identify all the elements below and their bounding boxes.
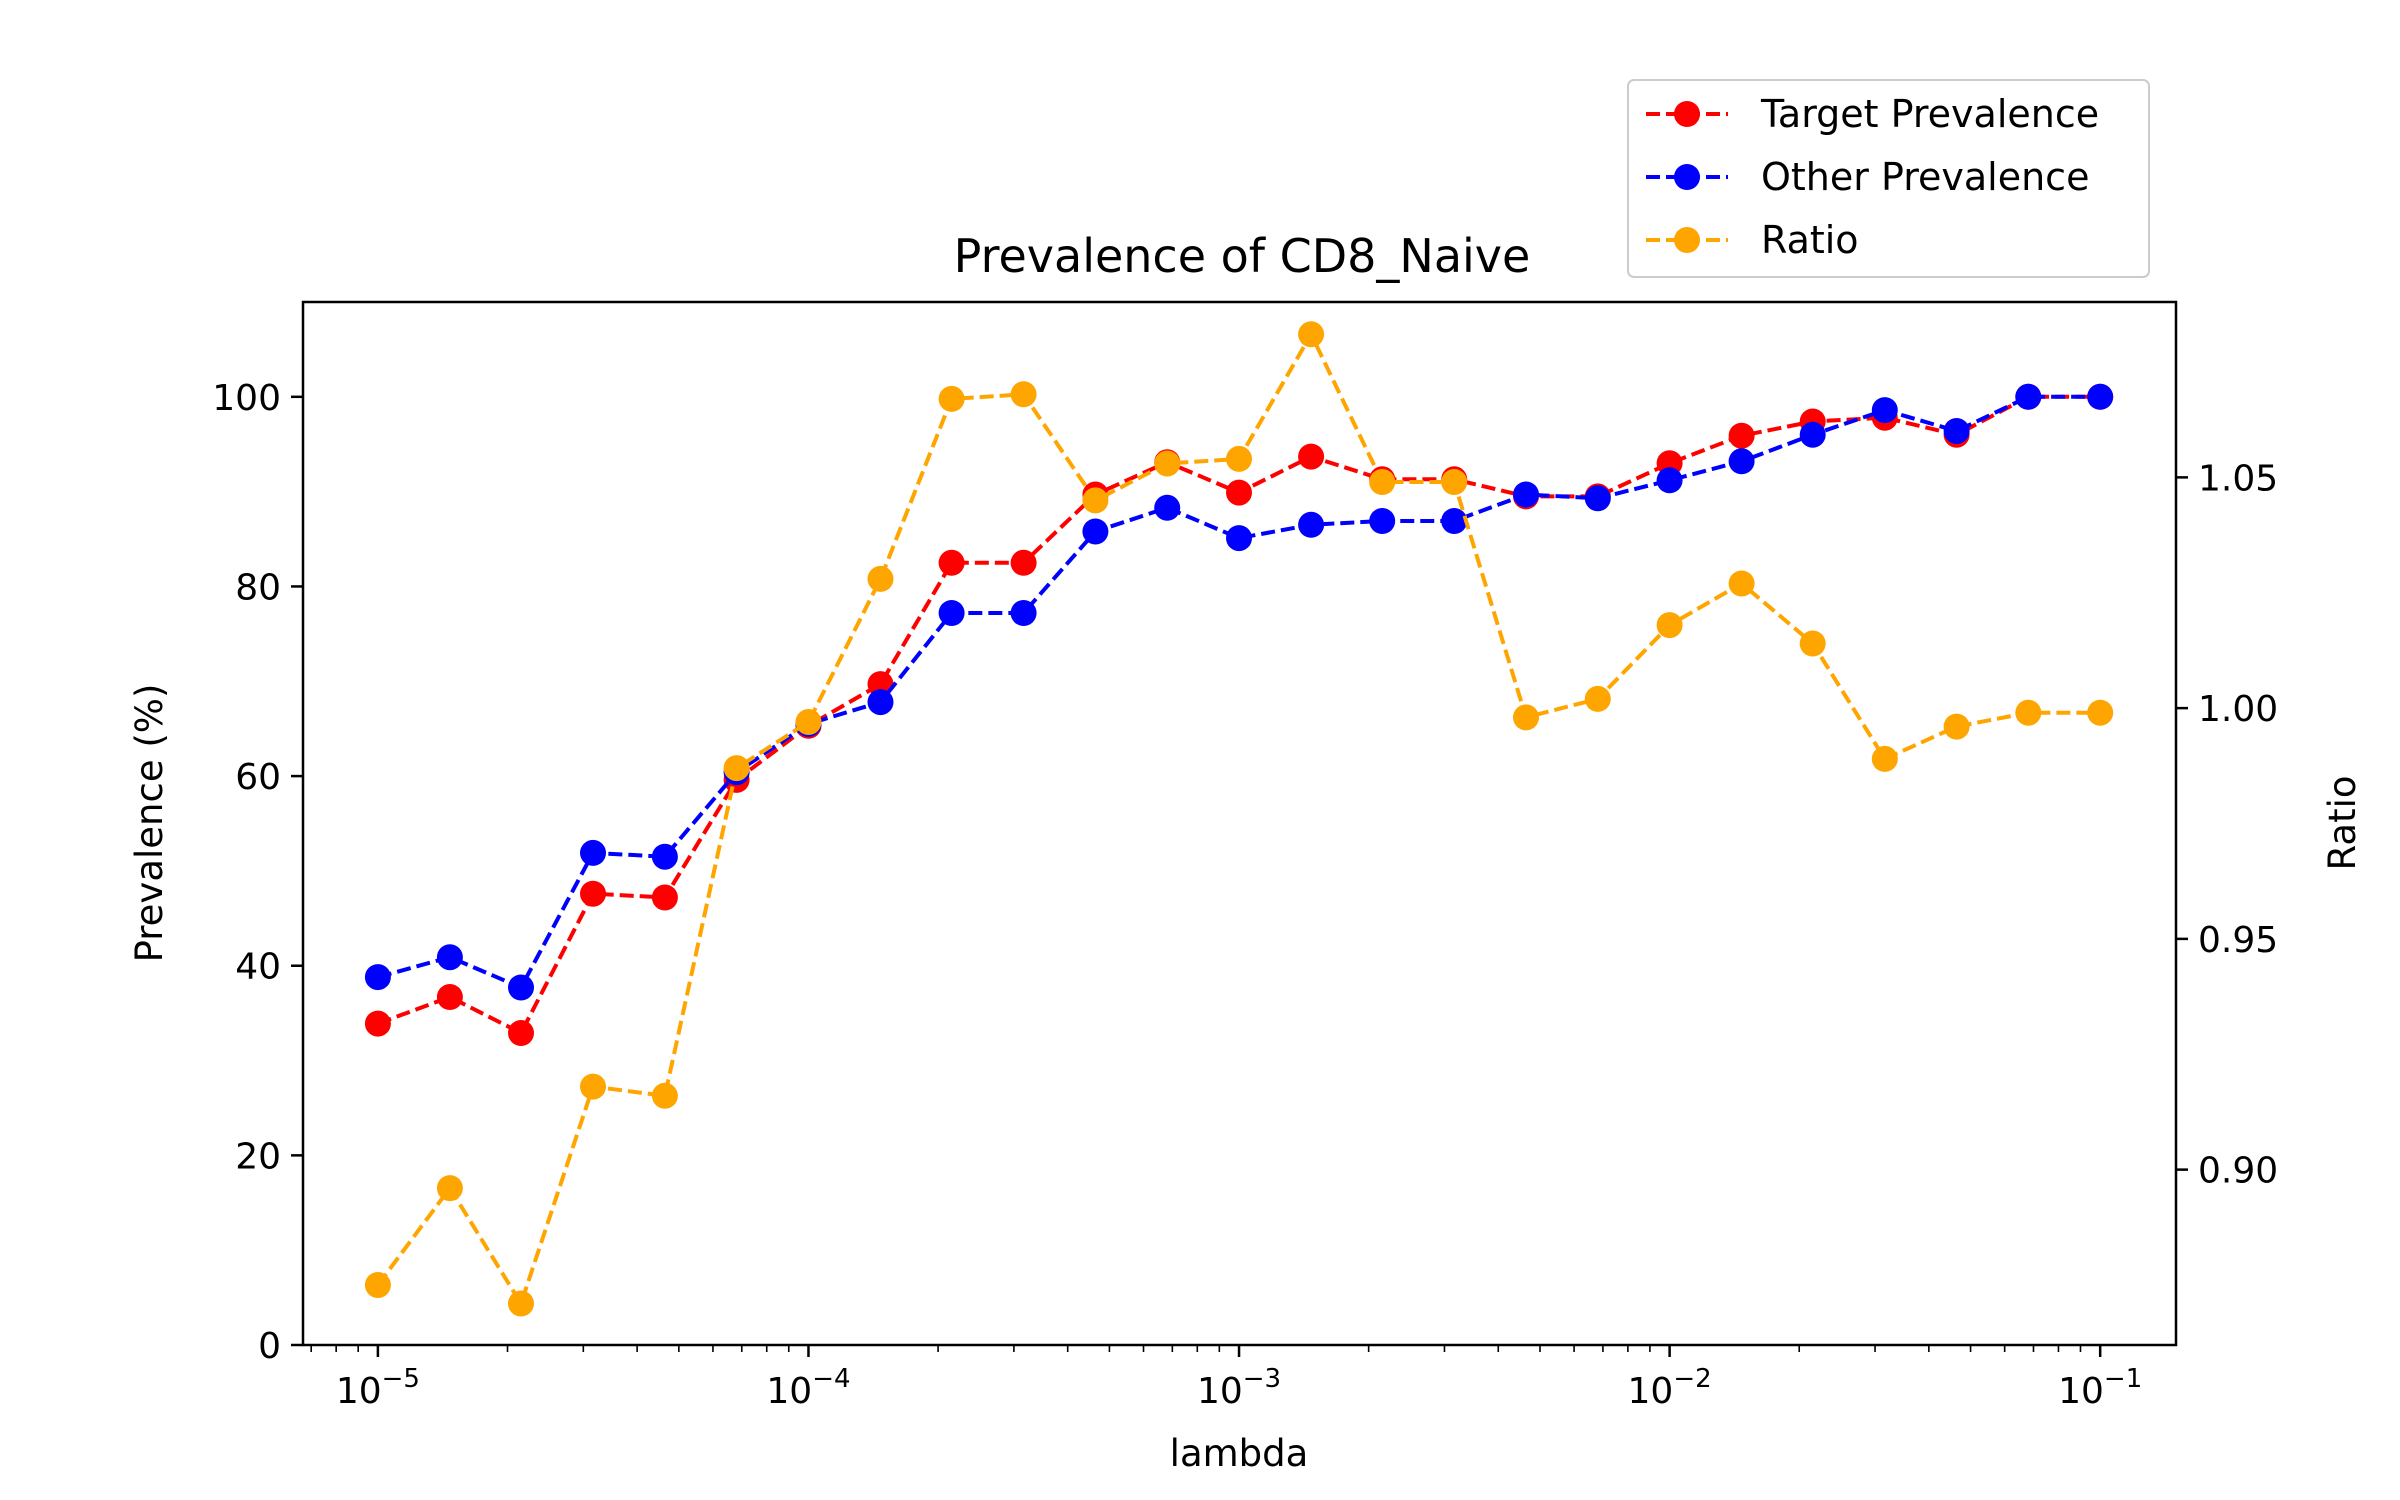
y2-tick-label: 1.00 xyxy=(2198,689,2278,730)
legend-entry-other-prevalence: Other Prevalence xyxy=(1646,155,2089,199)
series-other-prevalence xyxy=(364,383,2114,1001)
data-point-target-prevalence xyxy=(436,984,463,1010)
legend-entry-ratio: Ratio xyxy=(1646,218,1859,262)
data-point-ratio xyxy=(867,565,894,592)
data-point-ratio xyxy=(364,1272,391,1298)
data-point-target-prevalence xyxy=(508,1020,534,1046)
y2-tick-label: 1.05 xyxy=(2198,458,2278,499)
legend-marker-target xyxy=(1674,101,1700,127)
data-point-ratio xyxy=(723,755,750,782)
y2-tick-label: 0.95 xyxy=(2198,920,2278,961)
data-point-other-prevalence xyxy=(867,689,894,716)
data-point-ratio xyxy=(1728,570,1755,597)
data-point-ratio xyxy=(1226,445,1252,472)
legend-marker-other xyxy=(1674,164,1700,190)
data-point-target-prevalence xyxy=(580,880,606,907)
data-point-target-prevalence xyxy=(1298,443,1325,470)
legend-label-other: Other Prevalence xyxy=(1761,155,2089,199)
data-point-ratio xyxy=(1799,630,1826,657)
data-point-ratio xyxy=(1298,321,1325,348)
data-point-ratio xyxy=(1513,704,1539,731)
data-point-ratio xyxy=(1082,487,1109,514)
data-point-other-prevalence xyxy=(651,843,678,870)
data-point-other-prevalence xyxy=(1799,421,1826,448)
chart-title: Prevalence of CD8_Naive xyxy=(954,229,1531,283)
data-point-other-prevalence xyxy=(1513,481,1539,508)
legend-label-target: Target Prevalence xyxy=(1760,92,2099,136)
x-axis: 10−5 10−4 10−3 10−2 10−1 xyxy=(310,1345,2142,1412)
y-tick-label: 20 xyxy=(235,1136,281,1177)
y-tick-label: 100 xyxy=(212,378,281,419)
data-point-ratio xyxy=(2015,699,2042,726)
x-tick-label: 10−3 xyxy=(1197,1364,1281,1412)
legend-box xyxy=(1627,79,2150,278)
data-point-target-prevalence xyxy=(1010,549,1037,576)
data-point-other-prevalence xyxy=(938,600,965,626)
series-ratio xyxy=(364,321,2114,1317)
data-point-target-prevalence xyxy=(1728,422,1755,449)
data-point-other-prevalence xyxy=(1154,494,1181,521)
y2-axis-label: Ratio xyxy=(2321,776,2364,871)
legend-marker-ratio xyxy=(1674,227,1700,253)
data-point-ratio xyxy=(508,1290,534,1317)
legend-label-ratio: Ratio xyxy=(1761,218,1859,262)
y-tick-label: 60 xyxy=(235,757,281,798)
y-axis: 0 20 40 60 80 100 xyxy=(212,378,303,1367)
data-point-other-prevalence xyxy=(2015,383,2042,410)
data-point-other-prevalence xyxy=(1010,600,1037,626)
series-layer xyxy=(364,321,2114,1317)
x-axis-label: lambda xyxy=(1170,1432,1309,1475)
data-point-target-prevalence xyxy=(364,1010,391,1037)
data-point-other-prevalence xyxy=(508,974,534,1001)
data-point-other-prevalence xyxy=(1441,508,1468,534)
data-point-other-prevalence xyxy=(1082,518,1109,545)
y-tick-label: 40 xyxy=(235,947,281,988)
data-point-target-prevalence xyxy=(867,671,894,698)
data-point-ratio xyxy=(580,1073,606,1100)
data-point-ratio xyxy=(1871,745,1898,772)
x-tick-label: 10−5 xyxy=(336,1364,420,1412)
data-point-other-prevalence xyxy=(2087,383,2114,410)
x-tick-label: 10−2 xyxy=(1628,1364,1712,1412)
data-point-target-prevalence xyxy=(938,549,965,576)
data-point-other-prevalence xyxy=(1369,508,1396,534)
data-point-other-prevalence xyxy=(1226,525,1252,552)
data-point-ratio xyxy=(1943,713,1970,740)
data-point-other-prevalence xyxy=(580,839,606,866)
y-tick-label: 0 xyxy=(258,1326,281,1367)
data-point-target-prevalence xyxy=(1226,479,1252,506)
y2-axis: 0.90 0.95 1.00 1.05 xyxy=(2176,458,2278,1192)
data-point-ratio xyxy=(1441,469,1468,495)
data-point-ratio xyxy=(1154,450,1181,477)
data-point-other-prevalence xyxy=(1584,485,1611,512)
data-point-other-prevalence xyxy=(364,964,391,991)
data-point-ratio xyxy=(1010,381,1037,408)
data-point-ratio xyxy=(2087,699,2114,726)
data-point-other-prevalence xyxy=(1656,467,1683,494)
data-point-other-prevalence xyxy=(1871,397,1898,424)
data-point-ratio xyxy=(1584,685,1611,712)
data-point-ratio xyxy=(1656,612,1683,639)
data-point-ratio xyxy=(938,385,965,412)
data-point-other-prevalence xyxy=(1728,448,1755,475)
data-point-ratio xyxy=(436,1175,463,1202)
legend: Target Prevalence Other Prevalence Ratio xyxy=(1627,79,2150,278)
data-point-other-prevalence xyxy=(1298,511,1325,538)
data-point-target-prevalence xyxy=(651,884,678,911)
data-point-other-prevalence xyxy=(1943,418,1970,444)
data-point-ratio xyxy=(1369,469,1396,495)
x-tick-label: 10−4 xyxy=(766,1364,850,1412)
y2-tick-label: 0.90 xyxy=(2198,1151,2278,1192)
data-point-ratio xyxy=(651,1082,678,1109)
data-point-ratio xyxy=(795,709,822,735)
data-point-other-prevalence xyxy=(436,944,463,971)
legend-entry-target-prevalence: Target Prevalence xyxy=(1646,92,2099,136)
y-tick-label: 80 xyxy=(235,567,281,608)
x-tick-label: 10−1 xyxy=(2058,1364,2142,1412)
y-axis-label: Prevalence (%) xyxy=(128,684,171,963)
